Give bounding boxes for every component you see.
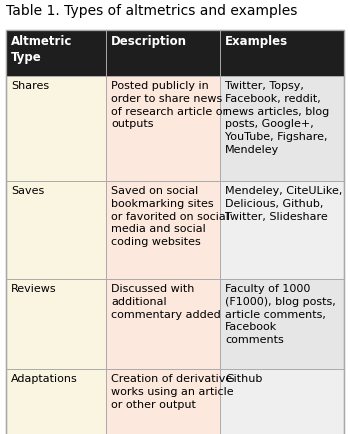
Bar [106,76,220,181]
Text: Saved on social
bookmarking sites
or favorited on social
media and social
coding: Saved on social bookmarking sites or fav… [111,186,229,247]
Text: Adaptations: Adaptations [11,374,78,384]
Text: Altmetric
Type: Altmetric Type [11,35,72,64]
Text: Examples: Examples [225,35,288,48]
Text: Reviews: Reviews [11,284,57,294]
Bar [220,279,344,369]
Text: Creation of derivative
works using an article
or other output: Creation of derivative works using an ar… [111,374,234,410]
Bar [6,76,106,181]
Text: Shares: Shares [11,81,49,91]
Text: Table 1. Types of altmetrics and examples: Table 1. Types of altmetrics and example… [6,4,298,18]
Bar [6,181,106,279]
Text: Faculty of 1000
(F1000), blog posts,
article comments,
Facebook
comments: Faculty of 1000 (F1000), blog posts, art… [225,284,336,345]
Text: Discussed with
additional
commentary added: Discussed with additional commentary add… [111,284,221,319]
Bar [6,369,106,434]
Text: Posted publicly in
order to share news
of research article or
outputs: Posted publicly in order to share news o… [111,81,227,129]
Bar [106,30,220,76]
Bar [6,30,106,76]
Text: Twitter, Topsy,
Facebook, reddit,
news articles, blog
posts, Google+,
YouTube, F: Twitter, Topsy, Facebook, reddit, news a… [225,81,329,155]
Bar [220,76,344,181]
Bar [6,279,106,369]
Bar [106,181,220,279]
Bar [106,279,220,369]
Bar [220,30,344,76]
Bar [220,181,344,279]
Text: Description: Description [111,35,187,48]
Bar [220,369,344,434]
Text: Saves: Saves [11,186,44,196]
Text: Mendeley, CiteULike,
Delicious, Github,
Twitter, Slideshare: Mendeley, CiteULike, Delicious, Github, … [225,186,342,222]
Bar [106,369,220,434]
Text: Github: Github [225,374,262,384]
